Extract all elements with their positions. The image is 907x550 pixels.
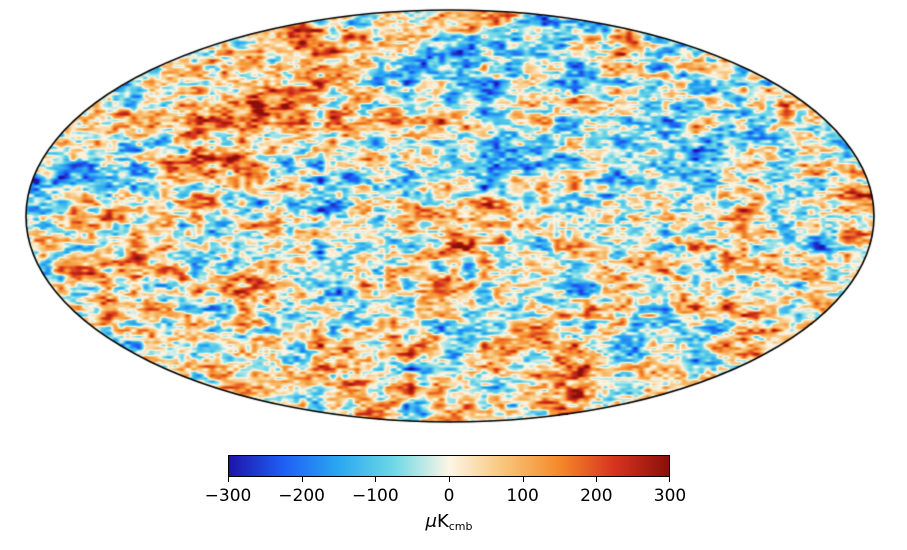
colorbar-tick-label: 0	[443, 486, 455, 506]
colorbar-tick	[522, 477, 524, 482]
colorbar-tick-label: −100	[351, 486, 399, 506]
cmb-sky-map	[0, 0, 907, 450]
colorbar-tick	[228, 477, 229, 482]
colorbar-tick-label: −200	[278, 486, 326, 506]
colorbar-tick	[375, 477, 377, 482]
colorbar-tick	[596, 477, 598, 482]
colorbar-tick-label: 100	[506, 486, 539, 506]
colorbar-tick-label: 300	[653, 486, 687, 506]
unit-subscript: cmb	[448, 520, 473, 533]
colorbar-tick	[449, 477, 450, 482]
colorbar-unit-label: μKcmb	[425, 511, 472, 533]
colorbar-tick-label: 200	[580, 486, 613, 506]
colorbar-tick-label: −300	[204, 486, 252, 506]
colorbar	[228, 455, 670, 477]
colorbar-tick	[301, 477, 303, 482]
colorbar-tick	[669, 477, 670, 482]
unit-base: K	[436, 511, 449, 532]
unit-prefix: μ	[425, 511, 437, 532]
